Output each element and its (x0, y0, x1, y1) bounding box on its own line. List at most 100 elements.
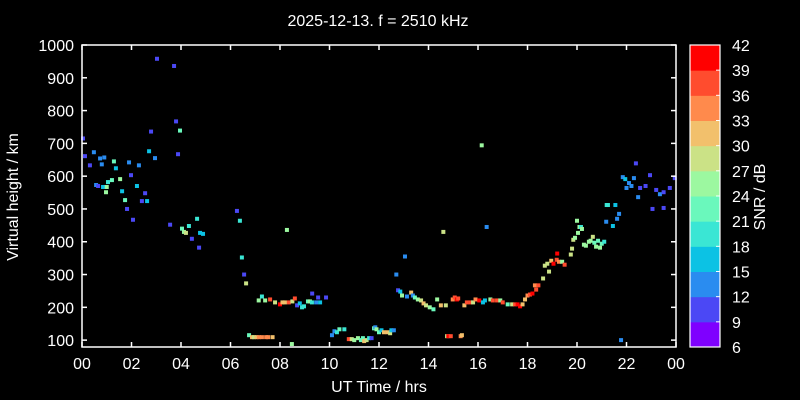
data-point (385, 330, 390, 335)
data-point (259, 335, 264, 340)
x-tick-label: 10 (321, 356, 339, 373)
y-axis-label: Virtual height / km (5, 133, 22, 261)
data-point (530, 291, 535, 296)
data-point (575, 218, 579, 223)
x-tick-label: 18 (519, 356, 537, 373)
data-point (624, 185, 629, 190)
data-point (105, 180, 110, 185)
data-point (101, 184, 106, 189)
data-point (329, 333, 334, 338)
y-tick-label: 400 (47, 235, 74, 252)
data-point (412, 295, 417, 300)
chart-title: 2025-12-13. f = 2510 kHz (287, 13, 468, 30)
data-point (244, 281, 249, 286)
data-point (431, 307, 436, 312)
colorbar-segment (690, 196, 720, 222)
data-point (109, 178, 114, 183)
data-point (391, 328, 396, 333)
x-tick-label: 14 (420, 356, 438, 373)
data-point (498, 298, 503, 303)
data-point (555, 251, 560, 256)
data-point (247, 333, 252, 338)
x-tick-label: 08 (271, 356, 289, 373)
data-point (172, 63, 177, 68)
data-point (421, 301, 426, 306)
data-point (364, 338, 369, 343)
data-point (554, 257, 559, 262)
colorbar-segment (690, 120, 720, 147)
data-point (515, 302, 520, 307)
data-point (337, 327, 342, 332)
data-point (256, 298, 261, 303)
data-point (91, 150, 96, 155)
data-point (334, 330, 339, 335)
data-point (186, 224, 191, 229)
colorbar-tick-label: 33 (732, 114, 750, 131)
data-point (527, 292, 532, 297)
colorbar-tick-label: 30 (732, 139, 750, 156)
colorbar-tick-label: 21 (732, 214, 750, 231)
data-point (123, 198, 128, 203)
x-axis-label: UT Time / hrs (331, 379, 427, 396)
data-point (332, 329, 337, 334)
data-point (650, 206, 655, 211)
data-point (636, 195, 641, 200)
colorbar-tick-label: 12 (732, 290, 750, 307)
data-point (129, 173, 134, 178)
data-point (82, 154, 87, 159)
data-point (178, 128, 183, 133)
data-point (120, 189, 125, 194)
data-point (237, 218, 242, 223)
x-tick-label: 00 (667, 356, 685, 373)
data-point (534, 287, 539, 292)
data-point (99, 162, 104, 167)
data-point (309, 300, 314, 305)
data-point (588, 238, 593, 243)
data-point (541, 276, 546, 281)
data-point (394, 272, 399, 277)
data-point (443, 303, 448, 308)
data-point (402, 254, 407, 259)
data-point (594, 244, 599, 249)
x-tick-label: 22 (618, 356, 636, 373)
data-point (266, 335, 271, 340)
data-point (389, 328, 394, 333)
data-point (629, 183, 634, 188)
data-point (654, 187, 659, 192)
data-point (290, 299, 295, 304)
y-tick-label: 800 (47, 104, 74, 121)
data-point (302, 304, 307, 309)
data-point (562, 262, 567, 267)
data-point (631, 176, 636, 181)
data-point (324, 295, 329, 300)
data-point (471, 300, 476, 305)
data-point (549, 258, 554, 263)
data-point (488, 297, 493, 302)
data-point (179, 226, 184, 231)
data-point (604, 219, 609, 224)
data-point (256, 335, 261, 340)
data-point (427, 305, 432, 310)
data-point (362, 339, 367, 344)
data-point (613, 203, 618, 208)
data-point (536, 283, 541, 288)
data-point (234, 208, 239, 213)
data-point (456, 296, 461, 301)
data-point (134, 183, 139, 188)
data-point (648, 173, 653, 178)
data-point (424, 303, 429, 308)
data-point (379, 328, 384, 333)
y-tick-label: 200 (47, 300, 74, 317)
data-point (599, 241, 604, 246)
data-point (575, 230, 580, 235)
data-point (551, 261, 556, 266)
data-point (579, 226, 584, 231)
data-point (280, 300, 285, 305)
data-point (127, 160, 132, 165)
y-tick-label: 300 (47, 268, 74, 285)
y-tick-label: 100 (47, 333, 74, 350)
data-point (518, 304, 523, 309)
colorbar: 6 9 12 15 18 21 24 27 30 33 36 39 42 (689, 38, 750, 357)
data-point (286, 300, 291, 305)
